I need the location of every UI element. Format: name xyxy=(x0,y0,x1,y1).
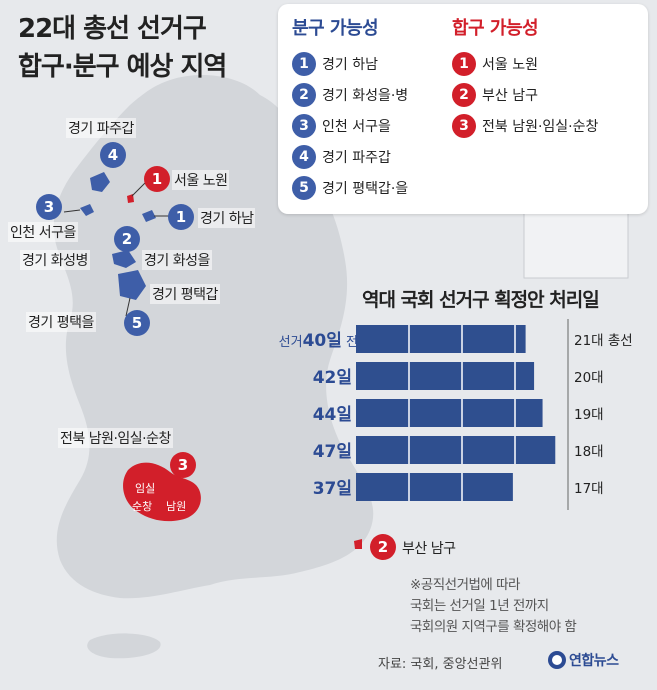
map-badge-hanam: 1 xyxy=(168,204,194,230)
split-legend-item: 4 경기 파주갑 xyxy=(292,141,408,172)
map-label-paju: 경기 파주갑 xyxy=(66,118,136,138)
merge-legend-number-badge: 2 xyxy=(452,82,476,107)
map-region-pyeongtaek xyxy=(118,270,146,300)
merge-legend-item: 3 전북 남원·임실·순창 xyxy=(452,110,598,141)
title-line-1: 22대 총선 선거구 xyxy=(18,14,207,44)
merge-legend-item-label: 서울 노원 xyxy=(482,56,538,73)
split-legend-item-label: 경기 파주갑 xyxy=(322,149,391,166)
leader-line-incheon xyxy=(63,209,81,213)
split-legend-number-badge: 4 xyxy=(292,144,316,169)
title-line-2: 합구·분구 예상 지역 xyxy=(18,52,227,82)
split-legend-item-label: 인천 서구을 xyxy=(322,118,391,135)
yonhap-logo: 연합뉴스 xyxy=(548,650,619,670)
merge-legend: 합구 가능성 1 서울 노원 2 부산 남구 3 전북 남원·임실·순창 xyxy=(452,14,598,141)
split-legend-item: 2 경기 화성을·병 xyxy=(292,79,408,110)
split-legend-item-label: 경기 평택갑·을 xyxy=(322,180,409,197)
map-region-jeonbuk xyxy=(123,462,201,522)
split-legend-number-badge: 3 xyxy=(292,113,316,138)
map-label-jeonbuk: 전북 남원·임실·순창 xyxy=(58,428,173,448)
legend-box: 분구 가능성 1 경기 하남 2 경기 화성을·병 3 인천 서구을 4 경기 파주갑 5 경기 … xyxy=(278,4,648,214)
merge-legend-number-badge: 1 xyxy=(452,51,476,76)
map-region-incheon xyxy=(80,204,94,216)
split-legend-item-label: 경기 하남 xyxy=(322,56,378,73)
yonhap-logo-text: 연합뉴스 xyxy=(569,653,619,669)
chart-title: 역대 국회 선거구 획정안 처리일 xyxy=(362,289,600,311)
split-legend-item-label: 경기 화성을·병 xyxy=(322,87,409,104)
leader-line-nowon xyxy=(131,181,147,197)
map-label-nowon: 서울 노원 xyxy=(172,170,230,190)
split-legend-number-badge: 2 xyxy=(292,82,316,107)
split-legend-item: 3 인천 서구을 xyxy=(292,110,408,141)
map-label-hwaseong-byeong: 경기 화성병 xyxy=(20,250,90,270)
split-legend-number-badge: 5 xyxy=(292,175,316,200)
merge-legend-item: 1 서울 노원 xyxy=(452,48,598,79)
map-label-pyeongtaek-gap: 경기 평택갑 xyxy=(150,284,220,304)
merge-legend-item-label: 전북 남원·임실·순창 xyxy=(482,118,599,135)
footnote-line-3: 국회의원 지역구를 확정해야 함 xyxy=(410,619,577,635)
map-label-incheon: 인천 서구을 xyxy=(8,222,78,242)
split-legend: 분구 가능성 1 경기 하남 2 경기 화성을·병 3 인천 서구을 4 경기 파주갑 5 경기 … xyxy=(292,14,408,203)
page-title: 22대 총선 선거구 합구·분구 예상 지역 xyxy=(18,10,227,86)
map-label-namwon: 남원 xyxy=(166,500,187,513)
merge-legend-number-badge: 3 xyxy=(452,113,476,138)
split-legend-title: 분구 가능성 xyxy=(292,18,379,39)
map-badge-nowon: 1 xyxy=(144,166,170,192)
map-island-jeju xyxy=(87,633,161,659)
merge-legend-title: 합구 가능성 xyxy=(452,18,539,39)
split-legend-item: 5 경기 평택갑·을 xyxy=(292,172,408,203)
yonhap-logo-icon xyxy=(548,651,566,669)
source-text: 자료: 국회, 중앙선관위 xyxy=(378,657,503,672)
footnote-line-2: 국회는 선거일 1년 전까지 xyxy=(410,598,549,614)
footnote: ※공직선거법에 따라 국회는 선거일 1년 전까지 국회의원 지역구를 확정해야… xyxy=(410,575,577,638)
map-badge-hwaseong: 2 xyxy=(114,226,140,252)
map-label-hanam: 경기 하남 xyxy=(198,208,256,228)
merge-legend-item: 2 부산 남구 xyxy=(452,79,598,110)
map-label-sunchang: 순창 xyxy=(132,500,153,513)
map-region-paju xyxy=(90,172,110,192)
map-region-busan xyxy=(354,539,362,549)
map-region-hanam xyxy=(142,210,156,222)
map-label-pyeongtaek-eul: 경기 평택을 xyxy=(26,312,96,332)
merge-legend-item-label: 부산 남구 xyxy=(482,87,538,104)
map-badge-paju: 4 xyxy=(100,142,126,168)
map-label-hwaseong-eul: 경기 화성을 xyxy=(142,250,212,270)
merge-list: 1 서울 노원 2 부산 남구 3 전북 남원·임실·순창 xyxy=(452,48,598,141)
split-legend-number-badge: 1 xyxy=(292,51,316,76)
map-label-imsil: 임실 xyxy=(135,482,156,495)
footnote-line-1: ※공직선거법에 따라 xyxy=(410,577,520,593)
map-badge-incheon: 3 xyxy=(36,194,62,220)
map-region-hwaseong xyxy=(112,250,136,268)
map-badge-pyeongtaek: 5 xyxy=(124,310,150,336)
split-list: 1 경기 하남 2 경기 화성을·병 3 인천 서구을 4 경기 파주갑 5 경기 평택갑·을 xyxy=(292,48,408,203)
map-label-busan: 부산 남구 xyxy=(402,541,456,557)
map-badge-jeonbuk: 3 xyxy=(170,452,196,478)
map-badge-busan: 2 xyxy=(370,534,396,560)
split-legend-item: 1 경기 하남 xyxy=(292,48,408,79)
